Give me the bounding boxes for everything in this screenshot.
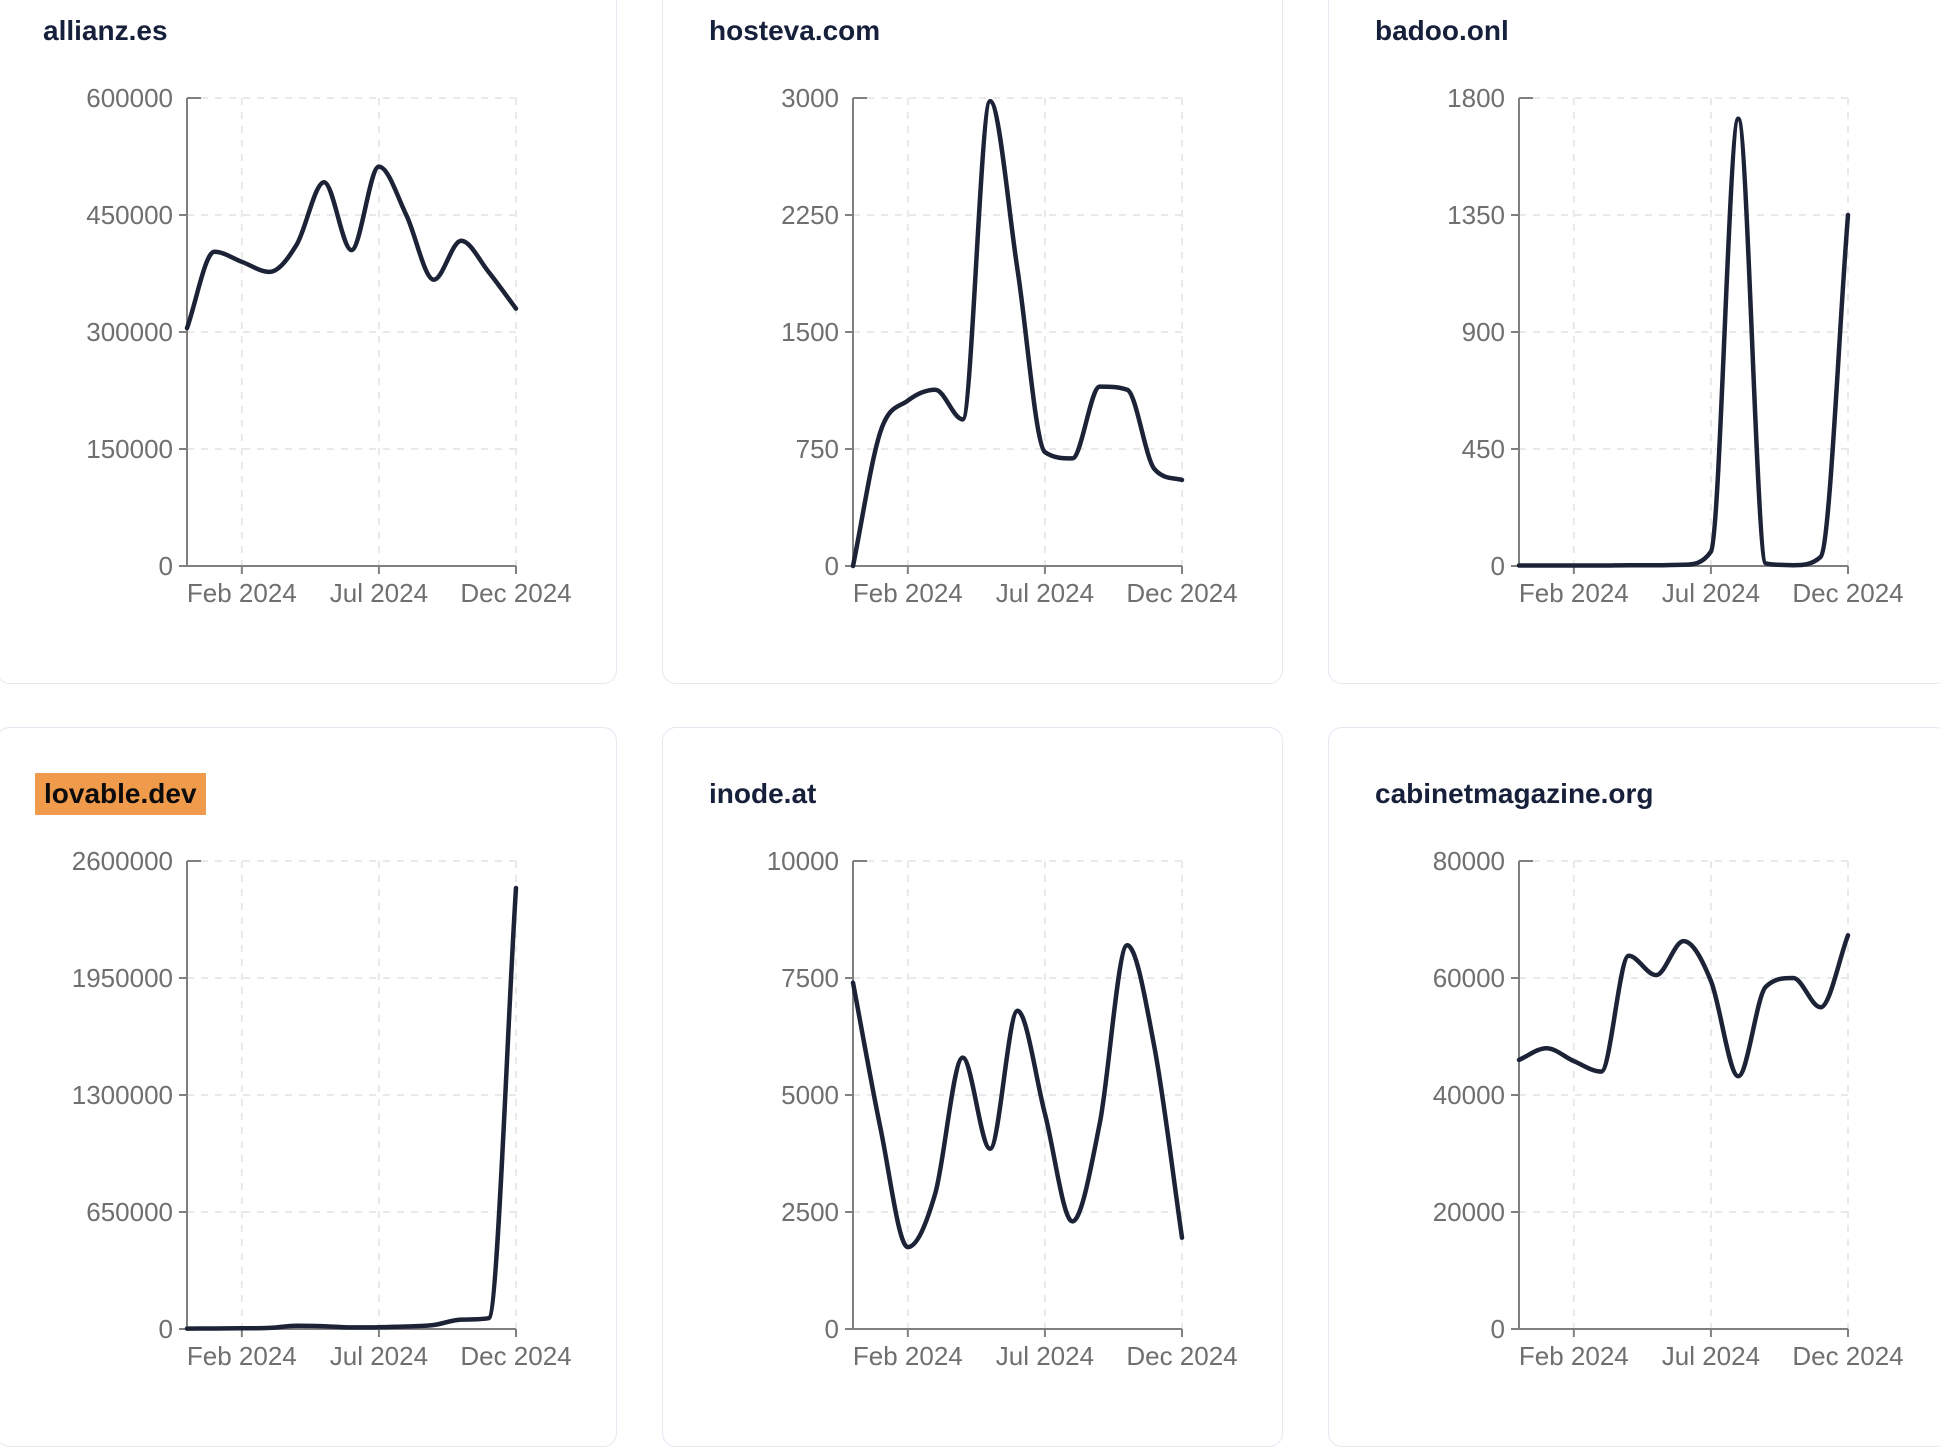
svg-text:1500: 1500 bbox=[781, 317, 839, 347]
line-chart: 0 750 1500 2250 3000 Feb 2024 Jul 2024 Dec 2024 bbox=[781, 83, 1238, 608]
svg-text:60000: 60000 bbox=[1433, 963, 1505, 993]
chart-card: inode.at 0 2500 5000 7500 10000 Feb 2024 Jul 2… bbox=[662, 727, 1283, 1447]
svg-text:600000: 600000 bbox=[86, 83, 173, 113]
svg-text:450000: 450000 bbox=[86, 200, 173, 230]
svg-text:450: 450 bbox=[1462, 434, 1505, 464]
chart-card: badoo.onl 0 450 900 1350 1800 Feb 2024 Jul 202… bbox=[1328, 0, 1940, 684]
svg-text:300000: 300000 bbox=[86, 317, 173, 347]
domain-title: badoo.onl bbox=[1375, 15, 1509, 46]
domain-title: allianz.es bbox=[43, 15, 168, 46]
svg-text:Dec 2024: Dec 2024 bbox=[460, 1341, 571, 1371]
line-chart: 0 150000 300000 450000 600000 Feb 2024 Jul 202… bbox=[86, 83, 571, 608]
line-chart: 0 450 900 1350 1800 Feb 2024 Jul 2024 Dec 2024 bbox=[1447, 83, 1904, 608]
svg-text:40000: 40000 bbox=[1433, 1080, 1505, 1110]
svg-text:0: 0 bbox=[825, 1314, 839, 1344]
svg-text:Dec 2024: Dec 2024 bbox=[1126, 578, 1237, 608]
svg-text:0: 0 bbox=[159, 1314, 173, 1344]
svg-text:Jul 2024: Jul 2024 bbox=[330, 1341, 428, 1371]
svg-text:Feb 2024: Feb 2024 bbox=[1519, 578, 1629, 608]
svg-text:2600000: 2600000 bbox=[72, 846, 173, 876]
svg-text:150000: 150000 bbox=[86, 434, 173, 464]
chart-card: allianz.es 0 150000 300000 450000 600000 Feb … bbox=[0, 0, 617, 684]
svg-text:0: 0 bbox=[1491, 551, 1505, 581]
svg-text:Feb 2024: Feb 2024 bbox=[187, 578, 297, 608]
svg-text:7500: 7500 bbox=[781, 963, 839, 993]
chart-card: lovable.dev 0 650000 1300000 1950000 2600000… bbox=[0, 727, 617, 1447]
svg-text:0: 0 bbox=[825, 551, 839, 581]
svg-text:20000: 20000 bbox=[1433, 1197, 1505, 1227]
svg-text:0: 0 bbox=[1491, 1314, 1505, 1344]
svg-text:Dec 2024: Dec 2024 bbox=[1792, 578, 1903, 608]
svg-text:3000: 3000 bbox=[781, 83, 839, 113]
line-chart: 0 2500 5000 7500 10000 Feb 2024 Jul 2024 Dec 20… bbox=[767, 846, 1238, 1371]
svg-text:900: 900 bbox=[1462, 317, 1505, 347]
svg-text:650000: 650000 bbox=[86, 1197, 173, 1227]
svg-text:10000: 10000 bbox=[767, 846, 839, 876]
domain-title: hosteva.com bbox=[709, 15, 881, 46]
line-chart: 0 650000 1300000 1950000 2600000 Feb 2024 Jul … bbox=[72, 846, 572, 1371]
domain-title: cabinetmagazine.org bbox=[1375, 778, 1654, 809]
line-chart: 0 20000 40000 60000 80000 Feb 2024 Jul 2024 Dec… bbox=[1433, 846, 1904, 1371]
svg-text:2500: 2500 bbox=[781, 1197, 839, 1227]
chart-card: cabinetmagazine.org 0 20000 40000 60000 8000… bbox=[1328, 727, 1940, 1447]
domain-title: inode.at bbox=[709, 778, 817, 809]
svg-text:0: 0 bbox=[159, 551, 173, 581]
svg-text:Jul 2024: Jul 2024 bbox=[1662, 1341, 1760, 1371]
svg-text:1800: 1800 bbox=[1447, 83, 1505, 113]
svg-text:Dec 2024: Dec 2024 bbox=[1792, 1341, 1903, 1371]
svg-text:Feb 2024: Feb 2024 bbox=[1519, 1341, 1629, 1371]
svg-text:750: 750 bbox=[796, 434, 839, 464]
svg-text:2250: 2250 bbox=[781, 200, 839, 230]
chart-card: hosteva.com 0 750 1500 2250 3000 Feb 2024 Jul … bbox=[662, 0, 1283, 684]
svg-text:Jul 2024: Jul 2024 bbox=[996, 1341, 1094, 1371]
svg-text:Feb 2024: Feb 2024 bbox=[853, 578, 963, 608]
svg-text:Dec 2024: Dec 2024 bbox=[460, 578, 571, 608]
svg-text:80000: 80000 bbox=[1433, 846, 1505, 876]
svg-text:Jul 2024: Jul 2024 bbox=[996, 578, 1094, 608]
svg-text:5000: 5000 bbox=[781, 1080, 839, 1110]
svg-text:Jul 2024: Jul 2024 bbox=[1662, 578, 1760, 608]
domain-title-highlighted: lovable.dev bbox=[35, 773, 206, 815]
svg-text:1300000: 1300000 bbox=[72, 1080, 173, 1110]
svg-text:Dec 2024: Dec 2024 bbox=[1126, 1341, 1237, 1371]
svg-text:1950000: 1950000 bbox=[72, 963, 173, 993]
svg-text:Feb 2024: Feb 2024 bbox=[853, 1341, 963, 1371]
svg-text:Feb 2024: Feb 2024 bbox=[187, 1341, 297, 1371]
svg-text:1350: 1350 bbox=[1447, 200, 1505, 230]
svg-text:Jul 2024: Jul 2024 bbox=[330, 578, 428, 608]
